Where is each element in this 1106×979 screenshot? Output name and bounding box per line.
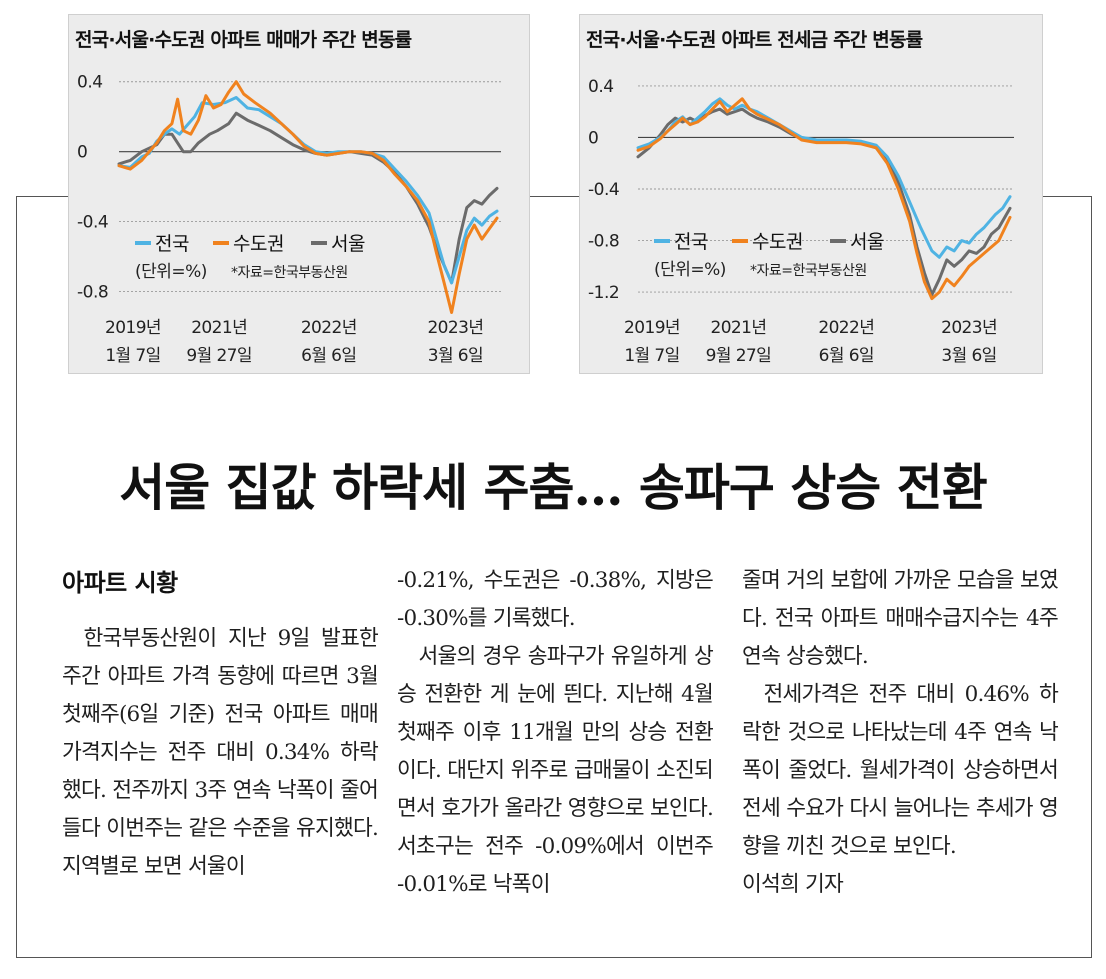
- legend-label: 서울: [331, 233, 365, 255]
- article-column-2: -0.21%, 수도권은 -0.38%, 지방은 -0.30%를 기록했다. 서…: [397, 562, 714, 904]
- x-tick-label: 9월 27일: [706, 346, 772, 366]
- legend-label: 수도권: [233, 233, 284, 255]
- legend-label: 수도권: [752, 231, 803, 253]
- paragraph: -0.21%, 수도권은 -0.38%, 지방은 -0.30%를 기록했다.: [397, 568, 714, 631]
- series-line-전국: [636, 97, 1012, 259]
- y-tick-label: 0.4: [588, 77, 614, 97]
- x-tick-label: 6월 6일: [819, 346, 874, 366]
- chart-title: 전국·서울·수도권 아파트 전세금 주간 변동률: [586, 29, 923, 51]
- x-tick-label: 1월 7일: [105, 346, 160, 366]
- y-tick-label: 0.4: [77, 73, 103, 93]
- byline: 이석희 기자: [742, 872, 844, 897]
- y-tick-label: -0.4: [77, 213, 108, 233]
- article-frame: [16, 196, 1092, 958]
- x-tick-label: 2023년: [427, 318, 483, 338]
- x-tick-label: 6월 6일: [301, 346, 356, 366]
- unit-label: (단위=%): [654, 260, 726, 280]
- legend-label: 전국: [155, 233, 189, 255]
- x-tick-label: 2023년: [941, 318, 997, 338]
- article-headline: 서울 집값 하락세 주춤… 송파구 상승 전환: [119, 458, 987, 517]
- chart-title: 전국·서울·수도권 아파트 매매가 주간 변동률: [75, 29, 412, 51]
- x-tick-label: 9월 27일: [186, 346, 252, 366]
- series-line-수도권: [636, 97, 1012, 301]
- paragraph: 서울의 경우 송파구가 유일하게 상승 전환한 게 눈에 띈다. 지난해 4월 …: [397, 644, 714, 897]
- unit-label: (단위=%): [135, 262, 207, 282]
- x-tick-label: 2019년: [105, 318, 161, 338]
- source-label: *자료=한국부동산원: [750, 263, 867, 279]
- section-label: 아파트 시황: [62, 569, 178, 597]
- y-tick-label: 0: [77, 143, 87, 163]
- x-tick-label: 2022년: [301, 318, 357, 338]
- article-column-1: 아파트 시황 한국부동산원이 지난 9일 발표한 주간 아파트 가격 동향에 따…: [62, 562, 379, 886]
- legend-label: 전국: [674, 231, 708, 253]
- y-tick-label: -1.2: [588, 283, 619, 303]
- x-tick-label: 2022년: [818, 318, 874, 338]
- sale-price-chart-plot: 0.4 0 -0.4 -0.8 2019년 1월 7일 2021년 9월 27일 2022년 6월…: [77, 73, 501, 366]
- jeonse-chart: 전국·서울·수도권 아파트 전세금 주간 변동률 0.4 0 -0.4 -0.8 -1.…: [579, 14, 1043, 374]
- x-tick-label: 3월 6일: [941, 346, 996, 366]
- y-tick-label: -0.8: [77, 283, 108, 303]
- series-line-수도권: [117, 80, 499, 314]
- series-line-전국: [117, 96, 499, 285]
- paragraph: 줄며 거의 보합에 가까운 모습을 보였다. 전국 아파트 매매수급지수는 4주…: [742, 568, 1059, 669]
- x-tick-label: 2019년: [624, 318, 680, 338]
- legend-label: 서울: [850, 231, 884, 253]
- sale-price-chart: 전국·서울·수도권 아파트 매매가 주간 변동률 0.4 0 -0.4 -0.8 201…: [68, 14, 530, 374]
- x-tick-label: 2021년: [710, 318, 766, 338]
- y-tick-label: 0: [588, 128, 598, 148]
- x-tick-label: 1월 7일: [624, 346, 679, 366]
- y-tick-label: -0.8: [588, 232, 619, 252]
- paragraph: 한국부동산원이 지난 9일 발표한 주간 아파트 가격 동향에 따르면 3월 첫…: [62, 626, 379, 879]
- x-tick-label: 2021년: [191, 318, 247, 338]
- x-tick-label: 3월 6일: [428, 346, 483, 366]
- article-column-3: 줄며 거의 보합에 가까운 모습을 보였다. 전국 아파트 매매수급지수는 4주…: [742, 562, 1059, 904]
- paragraph: 전세가격은 전주 대비 0.46% 하락한 것으로 나타났는데 4주 연속 낙폭…: [742, 682, 1059, 859]
- source-label: *자료=한국부동산원: [231, 265, 348, 281]
- y-tick-label: -0.4: [588, 180, 619, 200]
